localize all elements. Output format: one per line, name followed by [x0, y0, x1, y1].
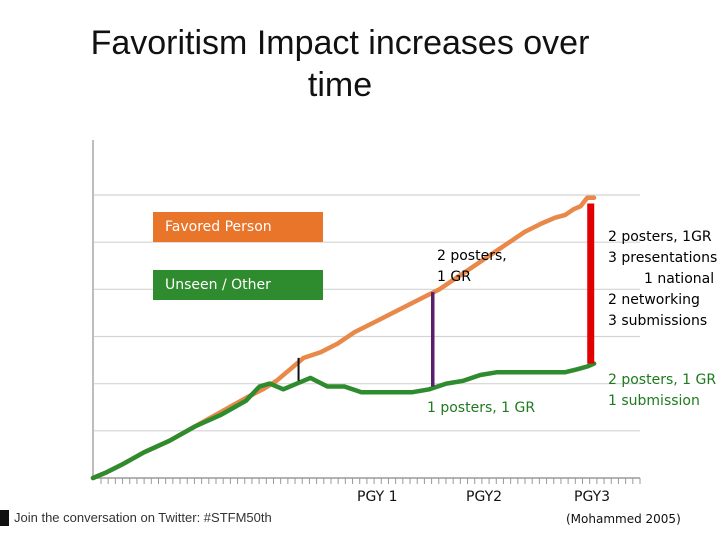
title-line-2: time: [307, 66, 373, 104]
annotation-pgy2-unseen: 1 posters, 1 GR: [427, 398, 535, 419]
series-line-unseen: [90, 361, 597, 481]
x-tick-label-pgy2: PGY2: [466, 489, 503, 505]
annotation-line: 1 GR: [437, 269, 471, 285]
annotation-line: 1 national: [644, 271, 715, 287]
annotation-line: 3 presentations: [608, 250, 718, 266]
annotation-line: 2 posters,: [437, 248, 507, 264]
legend-favored: Favored Person: [153, 212, 323, 242]
annotation-pgy3-unseen: 2 posters, 1 GR 1 submission: [608, 370, 716, 412]
annotation-line: 2 posters, 1GR: [608, 229, 712, 245]
footer-square-icon: [0, 510, 9, 526]
annotation-line: 3 submissions: [608, 313, 708, 329]
citation: (Mohammed 2005): [566, 512, 681, 526]
legend-unseen-label: Unseen / Other: [165, 277, 271, 293]
slide-title: Favoritism Impact increases over time: [10, 22, 670, 106]
annotation-line: 2 networking: [608, 292, 700, 308]
annotation-line: 2 posters, 1 GR: [608, 372, 717, 388]
x-tick-label-pgy3: PGY3: [574, 489, 611, 505]
title-line-1: Favoritism Impact increases over: [90, 24, 590, 62]
annotation-pgy2-favored: 2 posters, 1 GR: [437, 246, 507, 288]
annotation-line: 1 submission: [608, 393, 700, 409]
plot-area: [93, 140, 640, 478]
legend-unseen: Unseen / Other: [153, 270, 323, 300]
annotation-pgy3-favored: 2 posters, 1GR 3 presentations 1 nationa…: [608, 227, 717, 332]
legend-favored-label: Favored Person: [165, 219, 272, 235]
annotation-line: 1 posters, 1 GR: [427, 400, 536, 416]
x-tick-label-pgy1: PGY 1: [357, 489, 398, 505]
footer-twitter-text: Join the conversation on Twitter: #STFM5…: [14, 510, 272, 525]
